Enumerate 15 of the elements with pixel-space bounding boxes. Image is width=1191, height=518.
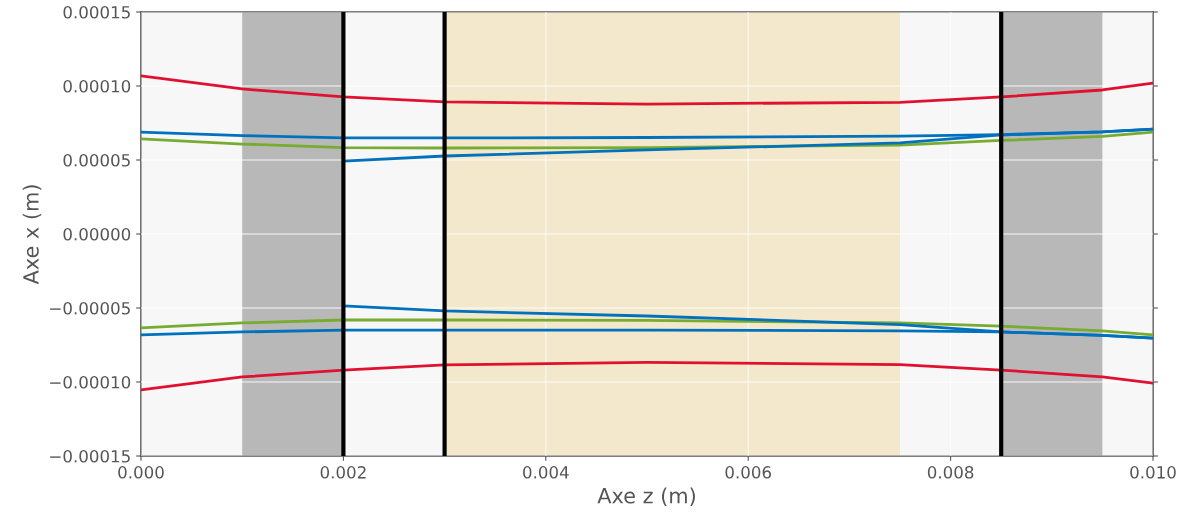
x-axis-title: Axe z (m) (597, 487, 695, 506)
x-tick-label: 0.002 (320, 466, 366, 479)
y-tick-label: −0.00005 (50, 301, 130, 315)
y-tick-label: 0.00015 (63, 5, 130, 19)
y-axis-title: Axe x (m) (22, 185, 42, 285)
y-tick-label: −0.00015 (50, 449, 130, 463)
y-tick-label: 0.00010 (63, 79, 131, 93)
x-tick-label: 0.000 (118, 466, 164, 479)
y-tick-label: 0.00000 (63, 227, 131, 241)
x-tick-label: 0.008 (927, 466, 974, 479)
x-tick-label: 0.010 (1130, 466, 1176, 479)
x-tick-label: 0.004 (523, 466, 569, 479)
x-tick-label: 0.006 (725, 466, 772, 479)
y-tick-label: 0.00005 (63, 153, 130, 167)
y-tick-label: −0.00010 (50, 375, 131, 389)
